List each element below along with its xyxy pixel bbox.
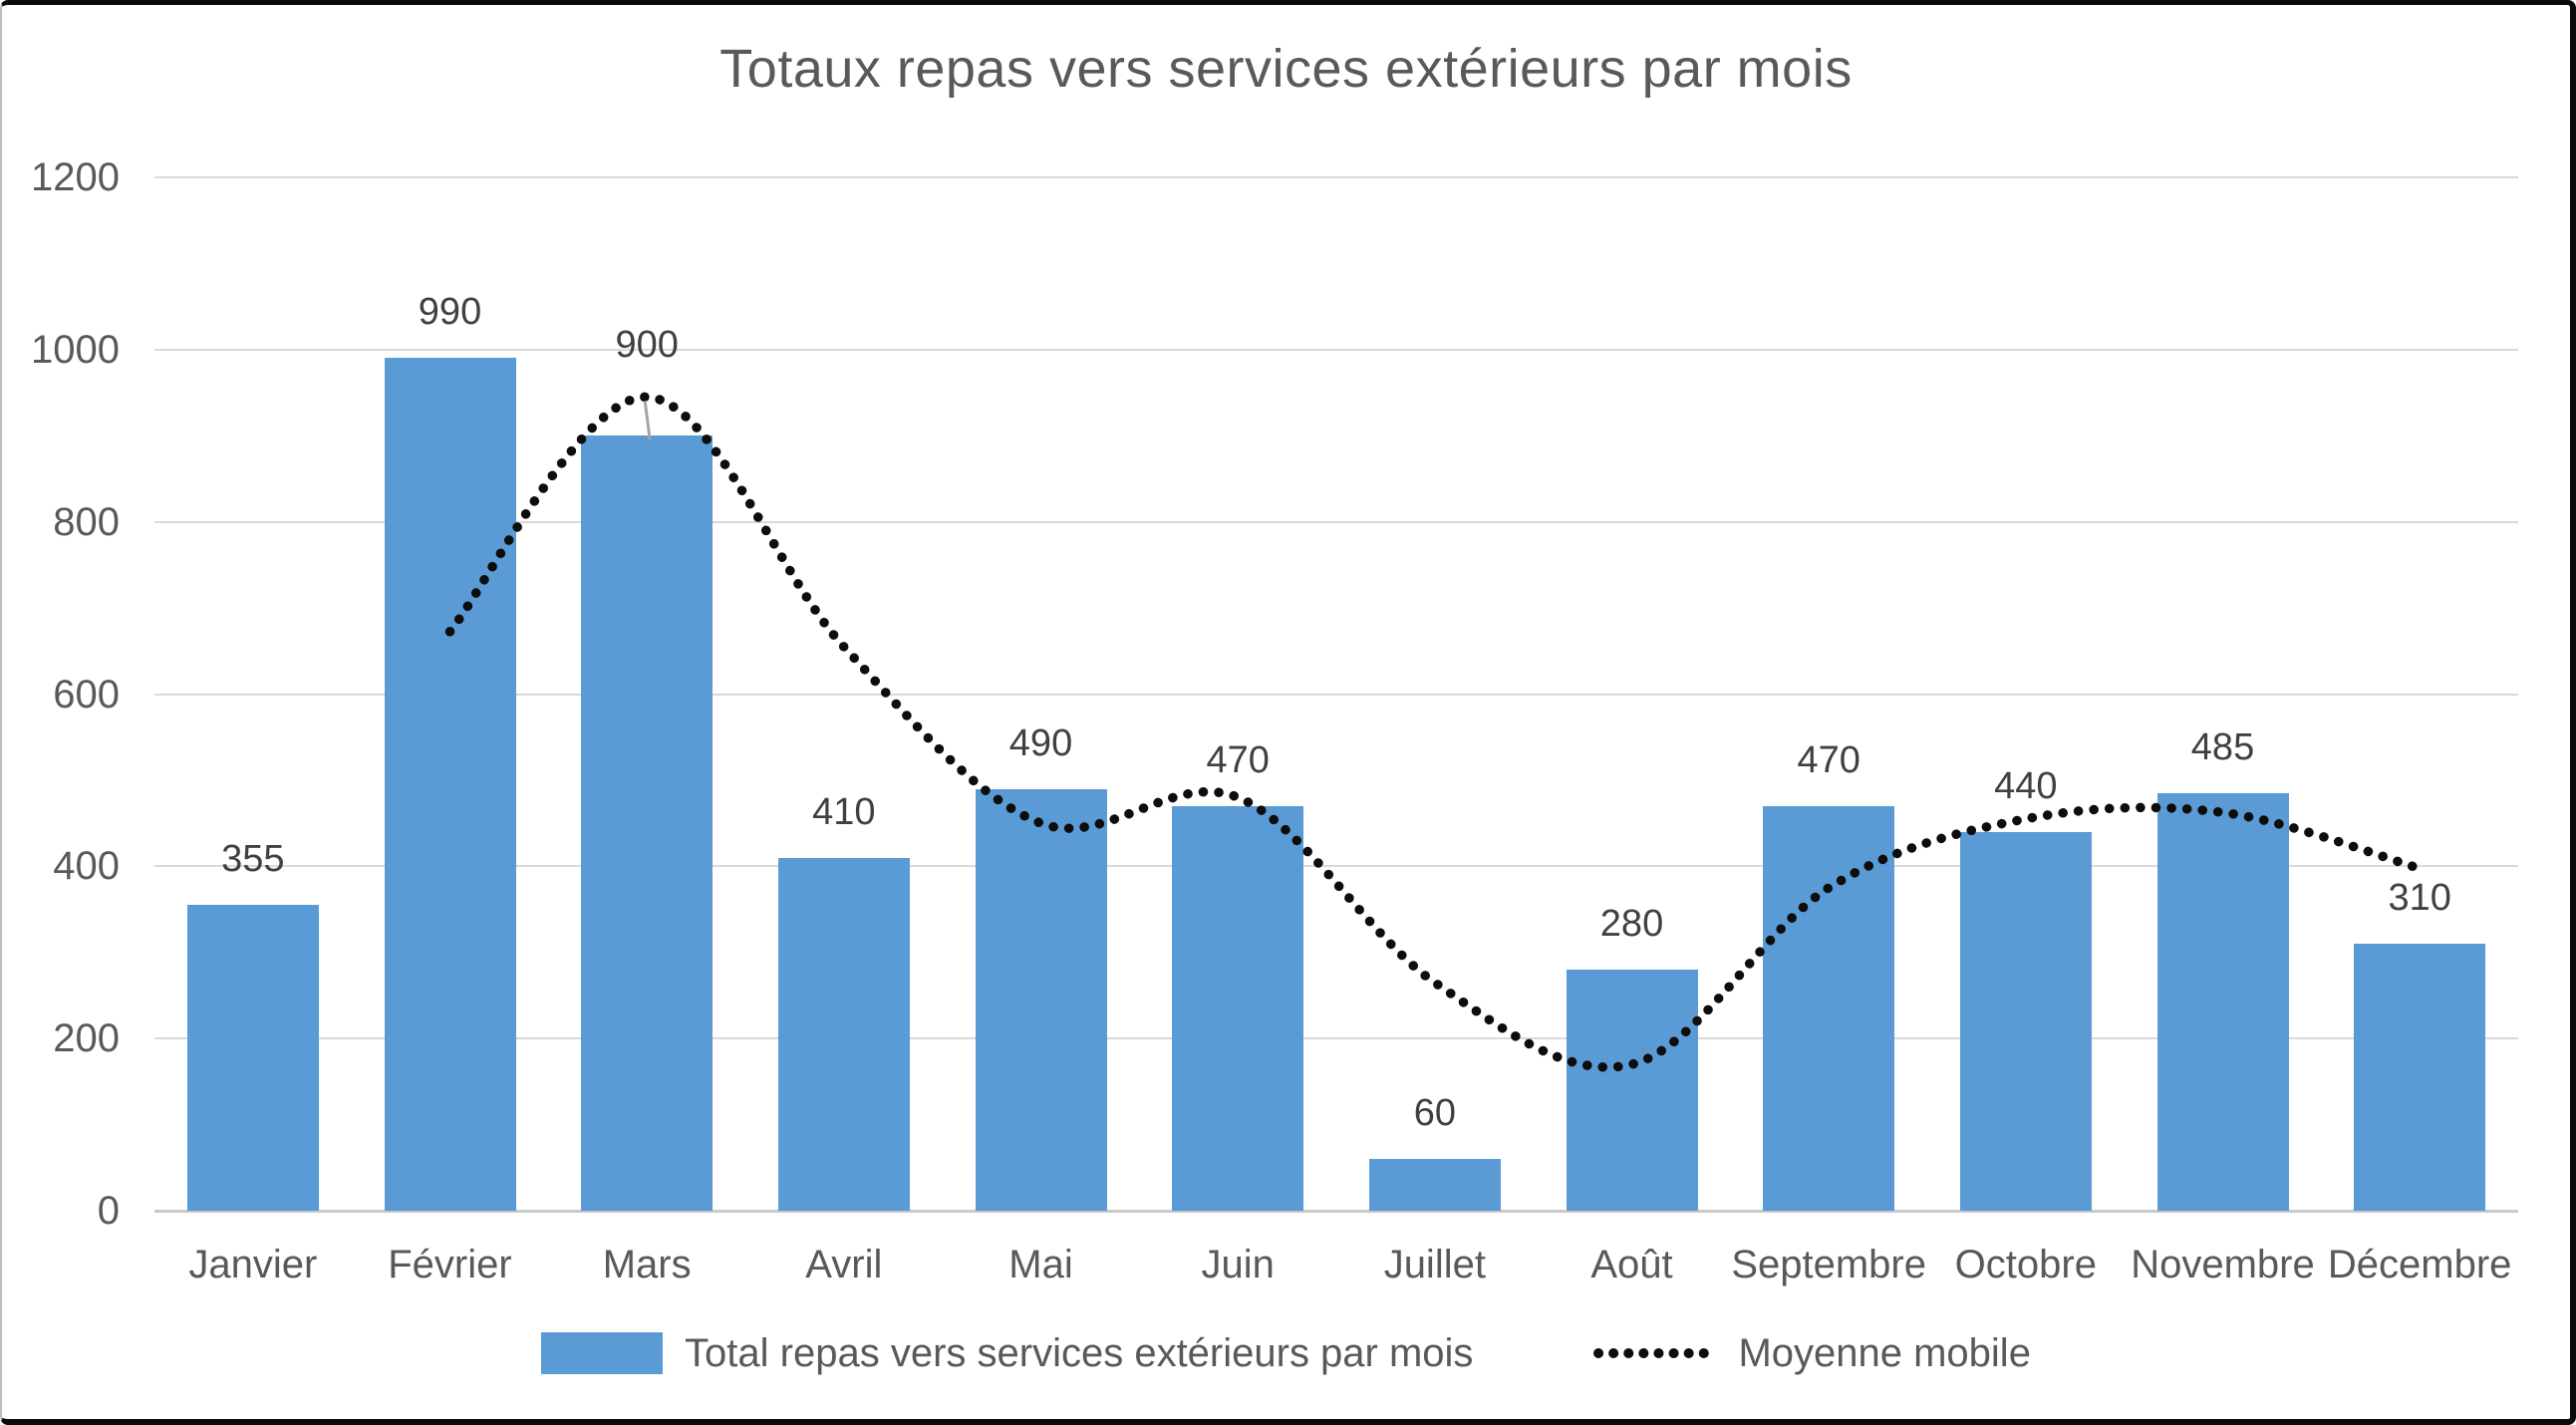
bar-data-label: 310	[2388, 877, 2451, 920]
legend: Total repas vers services extérieurs par…	[2, 1328, 2570, 1378]
bar-data-label: 470	[1797, 738, 1860, 781]
y-axis-label: 800	[53, 499, 120, 544]
legend-item-moyenne: Moyenne mobile	[1592, 1328, 2031, 1378]
dotted-line-swatch	[1593, 1348, 1717, 1358]
x-axis-line	[154, 1210, 2518, 1213]
x-axis-label: Septembre	[1731, 1243, 1926, 1286]
x-axis-label: Janvier	[188, 1243, 318, 1286]
y-axis-label: 400	[53, 844, 120, 889]
bar-juillet	[1368, 1159, 1501, 1211]
bar-mai	[975, 788, 1107, 1211]
bar-décembre	[2354, 944, 2486, 1211]
bar-février	[384, 358, 516, 1211]
bar-mars	[581, 435, 714, 1211]
bar-octobre	[1959, 831, 2092, 1211]
bar-data-label: 990	[418, 291, 482, 334]
y-axis-label: 1000	[31, 327, 120, 372]
y-axis-label: 0	[97, 1189, 120, 1233]
x-axis-label: Février	[388, 1243, 512, 1286]
bar-novembre	[2156, 792, 2289, 1211]
bar-juin	[1172, 805, 1304, 1211]
bar-data-label: 900	[615, 324, 679, 367]
x-axis-label: Juillet	[1383, 1243, 1486, 1286]
x-axis-label: Octobre	[1954, 1243, 2097, 1286]
legend-label-total: Total repas vers services extérieurs par…	[685, 1331, 1474, 1375]
bar-data-label: 470	[1206, 738, 1270, 781]
y-axis-label: 600	[53, 672, 120, 716]
chart-title: Totaux repas vers services extérieurs pa…	[719, 39, 1853, 99]
bar-janvier	[186, 905, 319, 1211]
bar-août	[1566, 970, 1698, 1211]
x-axis-label: Novembre	[2131, 1243, 2315, 1286]
y-axis-label: 200	[53, 1016, 120, 1061]
plot-area: 355 990 900 410 490 470 60 280 470 440 485 310	[154, 176, 2518, 1213]
x-axis-label: Août	[1590, 1243, 1673, 1286]
moving-average-line	[444, 392, 2425, 1072]
bar-septembre	[1763, 805, 1895, 1211]
gridline	[154, 693, 2518, 696]
x-axis-label: Mars	[602, 1243, 692, 1286]
bar-series-swatch	[541, 1332, 664, 1374]
gridline	[154, 520, 2518, 523]
gridline	[154, 348, 2518, 351]
x-axis-label: Avril	[805, 1243, 883, 1286]
x-axis-label: Juin	[1201, 1243, 1275, 1286]
bar-data-label: 490	[1008, 721, 1073, 764]
gridline	[154, 176, 2518, 178]
bar-avril	[777, 857, 910, 1211]
x-axis-label: Mai	[1008, 1243, 1073, 1286]
bar-data-label: 355	[221, 838, 285, 881]
y-axis-label: 1200	[31, 155, 120, 199]
data-label-leader-line	[643, 401, 652, 440]
x-axis-label: Décembre	[2327, 1243, 2512, 1286]
legend-item-total: Total repas vers services extérieurs par…	[541, 1328, 1473, 1378]
bar-data-label: 410	[812, 790, 876, 833]
gridline	[154, 865, 2518, 868]
gridline	[154, 1037, 2518, 1040]
legend-label-moyenne: Moyenne mobile	[1738, 1331, 2031, 1375]
bar-data-label: 440	[1994, 764, 2058, 807]
bar-data-label: 485	[2190, 725, 2255, 768]
bar-data-label: 280	[1599, 903, 1664, 946]
bar-data-label: 60	[1413, 1092, 1456, 1135]
